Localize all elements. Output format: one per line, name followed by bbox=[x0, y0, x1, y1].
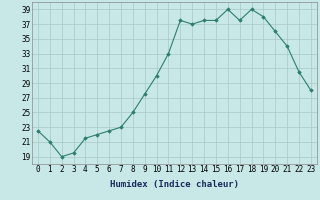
X-axis label: Humidex (Indice chaleur): Humidex (Indice chaleur) bbox=[110, 180, 239, 189]
